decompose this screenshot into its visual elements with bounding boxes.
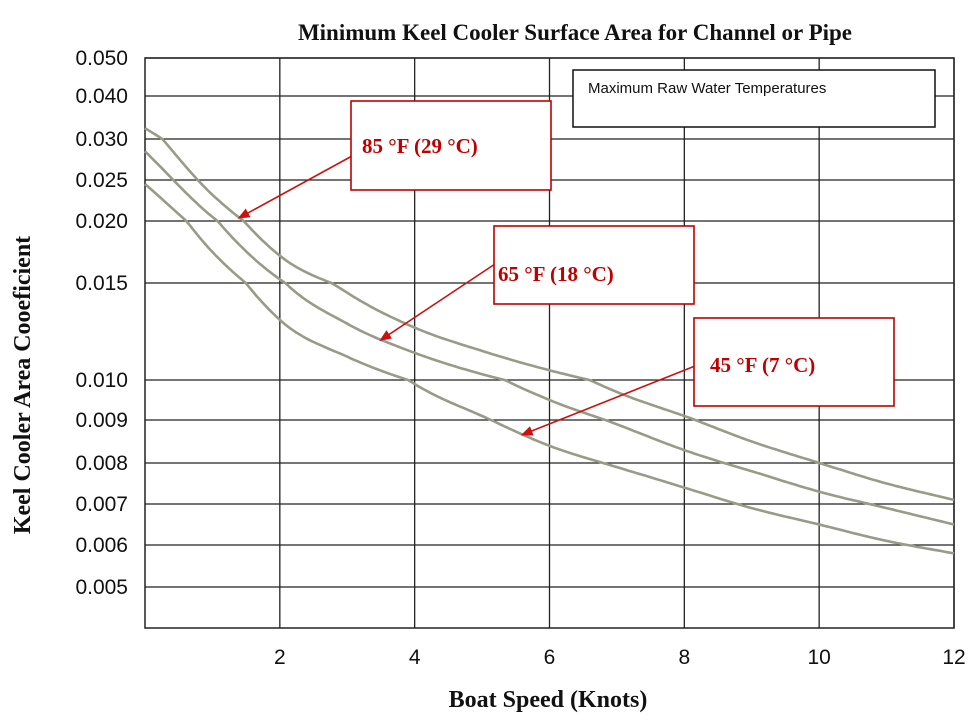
callouts: 85 °F (29 °C) 65 °F (18 °C) 45 °F (7 °C) [237,100,895,436]
y-tick-label: 0.010 [75,369,128,392]
x-tick-label: 2 [274,646,286,669]
y-tick-label: 0.009 [75,409,128,432]
callout-label: 85 °F (29 °C) [362,134,478,158]
y-tick-label: 0.040 [75,85,128,108]
y-tick-label: 0.005 [75,576,128,599]
y-tick-label: 0.006 [75,534,128,557]
series-line [144,183,955,555]
y-axis-label: Keel Cooler Area Cooeficient [10,236,36,534]
callout-box [493,225,695,305]
callout-arrow [237,155,353,219]
callout-label: 45 °F (7 °C) [710,353,815,377]
y-tick-label: 0.008 [75,452,128,475]
legend-title: Maximum Raw Water Temperatures [588,80,826,97]
y-tick-label: 0.020 [75,210,128,233]
y-tick-label: 0.050 [75,47,128,70]
plot-frame [144,57,955,629]
callout-box [350,100,552,191]
series-line [144,150,955,526]
x-tick-label: 12 [942,646,965,669]
x-tick-label: 4 [409,646,421,669]
callout-box [693,317,895,407]
legend-box [572,69,936,128]
y-tick-label: 0.007 [75,493,128,516]
x-tick-label: 10 [807,646,830,669]
x-tick-label: 6 [544,646,556,669]
x-tick-label: 8 [678,646,690,669]
x-axis-label: Boat Speed (Knots) [449,687,648,713]
y-tick-label: 0.025 [75,169,128,192]
legend: Maximum Raw Water Temperatures [572,69,936,128]
series-line [144,127,955,502]
callout-arrow [379,263,496,341]
y-tick-label: 0.030 [75,128,128,151]
y-tick-label: 0.015 [75,272,128,295]
callout-arrow [520,365,696,436]
curves [144,127,955,555]
callout-label: 65 °F (18 °C) [498,262,614,286]
ticks: 2 4 6 8 10 12 0.005 0.006 0.007 0.008 0.009 0.010 0.… [75,47,965,669]
chart-title: Minimum Keel Cooler Surface Area for Cha… [298,20,852,45]
